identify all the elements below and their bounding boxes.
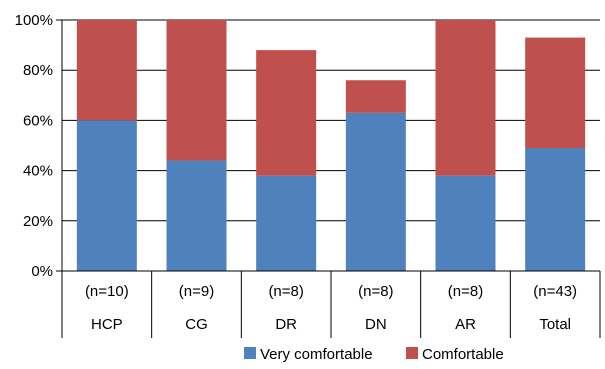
bar-comfortable-ar [435,20,496,176]
y-tick-label: 0% [31,263,53,280]
category-label: Total [539,316,571,333]
y-tick-label: 100% [15,12,53,29]
bar-very-comfortable-dr [256,175,317,271]
legend-very-comfortable-swatch [244,347,256,359]
legend-comfortable-swatch [406,347,418,359]
legend-comfortable-label: Comfortable [422,346,504,363]
category-label: CG [185,316,208,333]
category-count-label: (n=9) [179,283,214,300]
y-tick-label: 40% [23,163,53,180]
category-count-label: (n=8) [448,283,483,300]
y-tick-label: 20% [23,213,53,230]
category-label: HCP [91,316,123,333]
category-count-label: (n=8) [268,283,303,300]
legend: Very comfortable Comfortable [244,346,504,363]
tick-labels: 0% 20% 40% 60% 80% 100% (n=10) HCP (n=9) CG (n=8) D… [15,12,577,333]
category-count-label: (n=8) [358,283,393,300]
bar-comfortable-cg [166,20,227,161]
bar-comfortable-dr [256,50,317,176]
y-tick-label: 80% [23,62,53,79]
bar-comfortable-hcp [76,20,137,121]
category-label: DN [365,316,387,333]
bars [76,20,586,272]
legend-very-comfortable-label: Very comfortable [260,346,373,363]
bar-comfortable-dn [345,80,406,113]
category-label: AR [455,316,476,333]
category-count-label: (n=43) [533,283,577,300]
bar-very-comfortable-ar [435,175,496,271]
category-label: DR [275,316,297,333]
bar-very-comfortable-hcp [76,120,137,272]
bar-very-comfortable-dn [345,112,406,272]
bar-very-comfortable-cg [166,160,227,271]
y-tick-label: 60% [23,112,53,129]
category-count-label: (n=10) [85,283,129,300]
bar-comfortable-total [525,37,586,149]
gridlines [62,19,600,222]
axes [56,19,601,338]
bar-very-comfortable-total [525,148,586,271]
